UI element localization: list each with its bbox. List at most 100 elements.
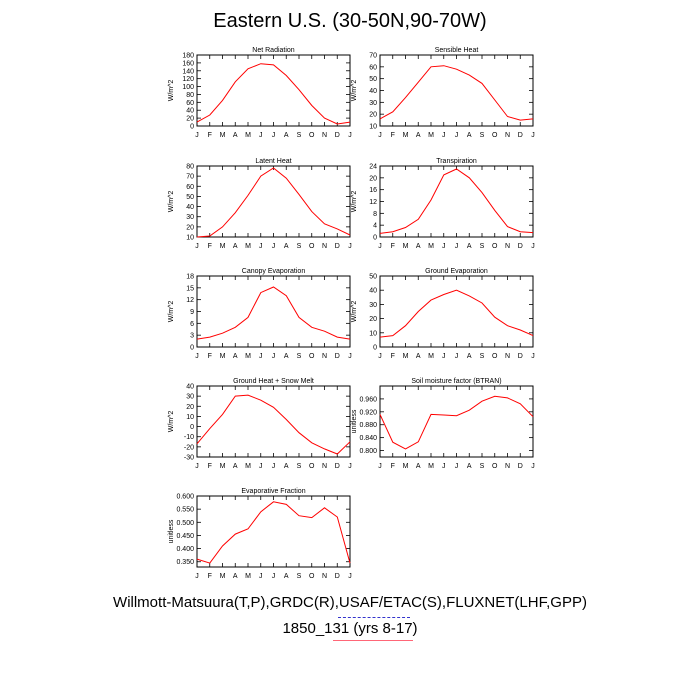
x-tick-label: J — [455, 353, 459, 360]
y-axis-label: W/m^2 — [168, 80, 175, 102]
y-tick-label: 80 — [186, 164, 194, 171]
x-tick-label: F — [391, 463, 395, 470]
x-tick-label: O — [492, 353, 498, 360]
x-tick-label: J — [348, 243, 352, 250]
x-tick-label: J — [531, 353, 535, 360]
y-tick-label: 30 — [186, 394, 194, 401]
x-tick-label: M — [220, 353, 226, 360]
x-tick-label: J — [348, 132, 352, 139]
y-tick-label: 16 — [369, 187, 377, 194]
x-tick-label: M — [245, 243, 251, 250]
y-tick-label: 9 — [190, 309, 194, 316]
x-tick-label: J — [195, 573, 199, 580]
x-tick-label: D — [335, 463, 340, 470]
panel-title: Net Radiation — [252, 47, 295, 54]
x-tick-label: M — [220, 132, 226, 139]
y-tick-label: -10 — [184, 434, 194, 441]
y-tick-label: 50 — [369, 76, 377, 83]
x-tick-label: J — [272, 573, 276, 580]
x-tick-label: M — [428, 243, 434, 250]
y-tick-label: 30 — [186, 214, 194, 221]
x-tick-label: F — [208, 573, 212, 580]
figure-title: Eastern U.S. (30-50N,90-70W) — [213, 10, 487, 32]
x-tick-label: J — [272, 463, 276, 470]
y-tick-label: 10 — [369, 330, 377, 337]
y-tick-label: 24 — [369, 164, 377, 171]
y-tick-label: 0.500 — [176, 520, 194, 527]
y-tick-label: 140 — [182, 68, 194, 75]
panel-frame — [379, 165, 534, 238]
panel-frame — [379, 385, 534, 458]
panel-title: Canopy Evaporation — [242, 268, 306, 275]
x-tick-label: A — [467, 353, 472, 360]
x-tick-label: F — [391, 353, 395, 360]
x-tick-label: M — [403, 243, 409, 250]
x-tick-label: A — [467, 463, 472, 470]
x-tick-label: A — [284, 463, 289, 470]
y-tick-label: 0 — [373, 345, 377, 352]
x-tick-label: N — [505, 353, 510, 360]
series-line — [196, 394, 351, 455]
panel-title: Ground Heat + Snow Melt — [233, 378, 314, 385]
y-tick-label: 0 — [190, 345, 194, 352]
y-tick-label: 0.960 — [359, 396, 377, 403]
y-tick-label: 10 — [186, 235, 194, 242]
x-tick-label: J — [455, 132, 459, 139]
x-tick-label: M — [428, 353, 434, 360]
x-tick-label: D — [335, 243, 340, 250]
y-tick-label: 20 — [186, 404, 194, 411]
x-tick-label: A — [416, 243, 421, 250]
x-tick-label: F — [208, 243, 212, 250]
y-tick-label: 0 — [190, 124, 194, 131]
panel-title: Transpiration — [436, 158, 477, 165]
y-tick-label: 50 — [186, 194, 194, 201]
y-tick-label: 40 — [186, 384, 194, 391]
y-tick-label: 3 — [190, 333, 194, 340]
x-tick-label: A — [416, 463, 421, 470]
x-tick-label: D — [335, 132, 340, 139]
x-tick-label: J — [348, 573, 352, 580]
y-tick-label: 40 — [186, 108, 194, 115]
y-axis-label: unitless — [351, 409, 358, 433]
y-tick-label: 50 — [369, 274, 377, 281]
y-tick-label: 0.880 — [359, 422, 377, 429]
x-tick-label: S — [480, 243, 485, 250]
x-tick-label: J — [378, 132, 382, 139]
x-tick-label: N — [322, 573, 327, 580]
x-tick-label: M — [245, 573, 251, 580]
x-tick-label: O — [492, 132, 498, 139]
y-tick-label: 6 — [190, 321, 194, 328]
y-tick-label: 15 — [186, 285, 194, 292]
panel-title: Soil moisture factor (BTRAN) — [411, 378, 501, 385]
x-tick-label: J — [531, 243, 535, 250]
x-tick-label: S — [480, 132, 485, 139]
series-line — [379, 65, 534, 121]
x-tick-label: O — [309, 463, 315, 470]
x-tick-label: J — [378, 243, 382, 250]
x-tick-label: J — [259, 132, 263, 139]
x-tick-label: F — [391, 132, 395, 139]
y-tick-label: 40 — [186, 204, 194, 211]
x-tick-label: J — [531, 463, 535, 470]
x-tick-label: J — [259, 573, 263, 580]
x-tick-label: J — [455, 463, 459, 470]
panel-frame — [196, 165, 351, 238]
x-tick-label: S — [297, 243, 302, 250]
x-tick-label: A — [233, 132, 238, 139]
x-tick-label: N — [322, 463, 327, 470]
x-tick-label: M — [220, 243, 226, 250]
series-line — [379, 289, 534, 338]
caption-line-2: 1850_131 (yrs 8-17) — [282, 620, 418, 637]
x-tick-label: J — [348, 463, 352, 470]
x-tick-label: M — [245, 463, 251, 470]
x-tick-label: S — [297, 463, 302, 470]
series-line — [196, 63, 351, 125]
y-axis-label: W/m^2 — [168, 191, 175, 213]
panel-frame — [196, 495, 351, 568]
y-tick-label: 12 — [186, 297, 194, 304]
x-tick-label: A — [233, 353, 238, 360]
x-tick-label: J — [442, 132, 446, 139]
x-tick-label: O — [309, 573, 315, 580]
x-tick-label: D — [518, 243, 523, 250]
x-tick-label: J — [259, 463, 263, 470]
